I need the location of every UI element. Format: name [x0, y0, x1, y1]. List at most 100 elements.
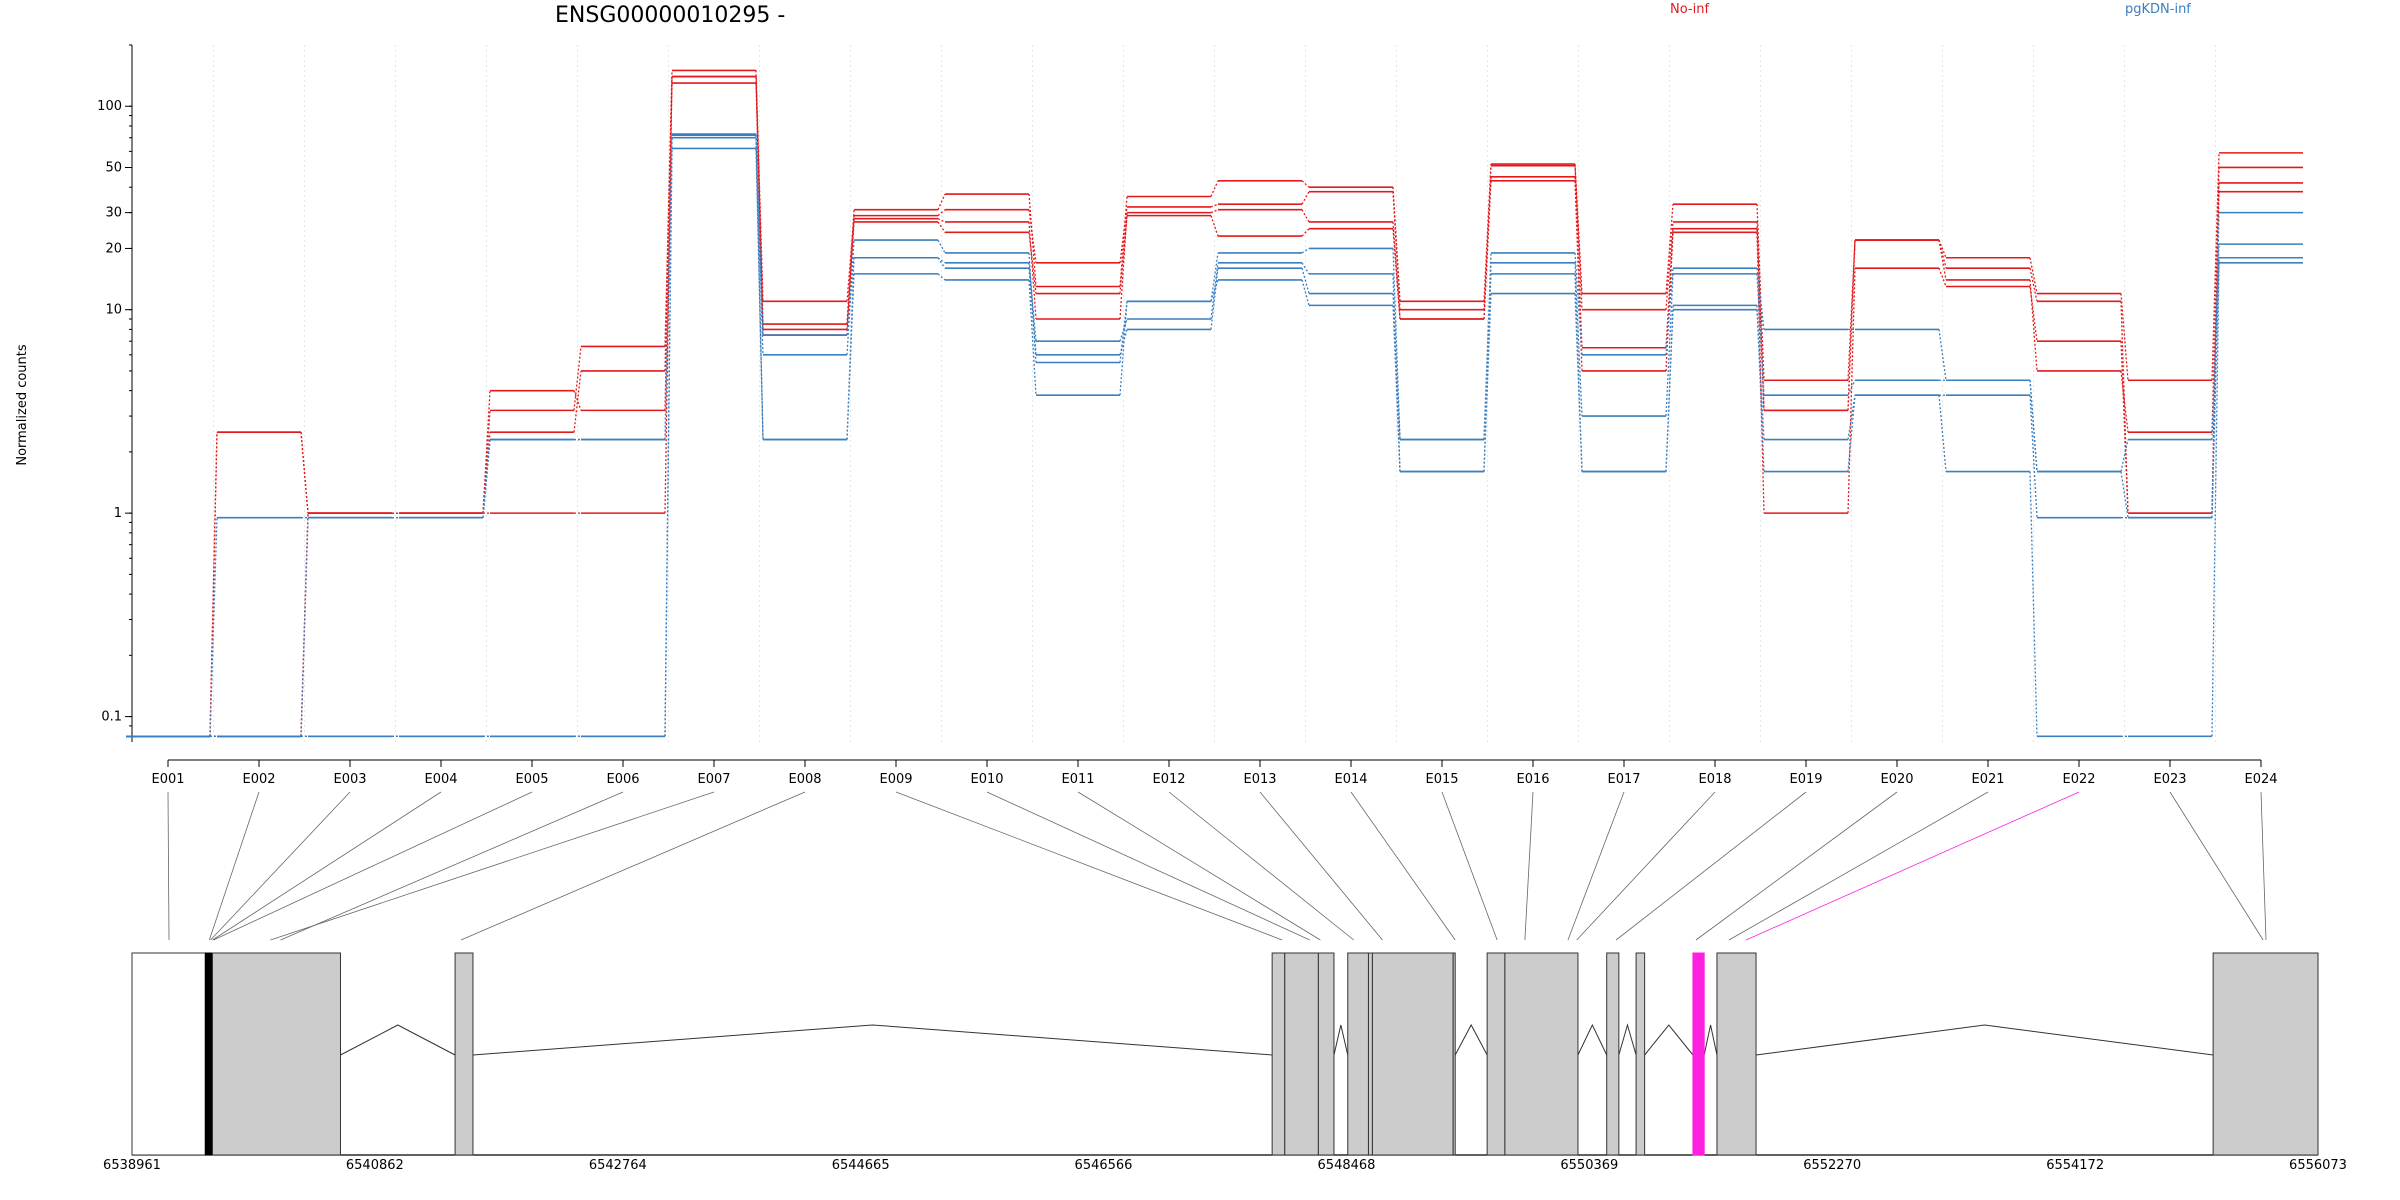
series-connector [1665, 221, 1674, 310]
x-tick-label-e011: E011 [1061, 772, 1094, 787]
genomic-coordinate-label: 6540862 [346, 1158, 404, 1173]
x-tick-label-e005: E005 [515, 772, 548, 787]
x-tick-label-e003: E003 [333, 772, 366, 787]
x-tick-label-e002: E002 [242, 772, 275, 787]
exon-connector-e008 [460, 791, 806, 941]
y-tick-label: 100 [97, 99, 122, 114]
series-connector [1210, 209, 1219, 214]
series-connector [1847, 395, 1856, 472]
x-tick-label-e006: E006 [606, 772, 639, 787]
x-tick-label-e013: E013 [1243, 772, 1276, 787]
y-tick-label: 30 [105, 206, 122, 221]
series-connector [755, 148, 764, 440]
series-connector [1028, 262, 1037, 342]
y-axis-label: Normalized counts [15, 344, 30, 466]
series-connector [1756, 204, 1765, 381]
x-tick-label-e007: E007 [697, 772, 730, 787]
series-connector [1756, 273, 1765, 396]
y-tick-label: 50 [105, 160, 122, 175]
exon-connector-lines [167, 791, 2267, 941]
exon-connector-e017 [1567, 791, 1625, 941]
series-connector [1756, 232, 1765, 514]
exon-connector-e009 [895, 791, 1283, 941]
series-connector [209, 517, 218, 737]
x-tick-label-e023: E023 [2153, 772, 2186, 787]
exon-connector-e016 [1524, 791, 1534, 941]
x-tick-label-e009: E009 [879, 772, 912, 787]
x-tick-label-e017: E017 [1607, 772, 1640, 787]
x-tick-label-e020: E020 [1880, 772, 1913, 787]
series-connector [482, 390, 491, 514]
exon-connector-e019 [1615, 791, 1807, 941]
series-connector [2029, 279, 2038, 371]
series-connector [1210, 252, 1219, 302]
exon-connector-e013 [1259, 791, 1383, 941]
exon-connector-e023 [2169, 791, 2264, 941]
x-tick-label-e016: E016 [1516, 772, 1549, 787]
series-connector [755, 83, 764, 330]
series-connector [573, 390, 582, 411]
series-connector [937, 209, 946, 217]
series-connector [846, 221, 855, 336]
exon-box-e011 [1367, 952, 1373, 1156]
exon-connector-e012 [1168, 791, 1355, 941]
series-connector [846, 218, 855, 330]
series-connector [1665, 232, 1674, 371]
series-connector [1938, 239, 1947, 281]
series-pgkdn-inf-8 [126, 147, 2303, 738]
exon-connector-e022 [1745, 791, 2080, 941]
genomic-coordinate-label: 6546566 [1075, 1158, 1133, 1173]
genomic-coordinate-label: 6548468 [1318, 1158, 1376, 1173]
series-connector [846, 209, 855, 325]
exon-connector-e006 [280, 791, 624, 941]
series-connector [1301, 267, 1310, 294]
series-connector [664, 148, 673, 737]
series-connector [2029, 395, 2038, 518]
series-connector [1847, 379, 1856, 396]
x-tick-label-e024: E024 [2244, 772, 2277, 787]
series-connector [2029, 471, 2038, 737]
series-connector [755, 76, 764, 336]
exon-connector-e003 [210, 791, 351, 941]
genomic-coordinate-label: 6554172 [2046, 1158, 2104, 1173]
legend-label-pgkdn-inf: pgKDN-inf [2125, 2, 2191, 17]
x-tick-label-e019: E019 [1789, 772, 1822, 787]
series-connector [937, 239, 946, 254]
series-connector [2211, 257, 2220, 518]
series-connector [2029, 268, 2038, 302]
exon-connector-e024 [2260, 791, 2267, 941]
series-connector [2120, 439, 2129, 472]
series-connector [2029, 380, 2038, 472]
series-connector [1574, 293, 1583, 472]
series-connector [1210, 203, 1219, 208]
x-tick-label-e010: E010 [970, 772, 1003, 787]
genomic-coordinate-label: 6544665 [832, 1158, 890, 1173]
series-connector [755, 137, 764, 336]
exon-connector-e021 [1728, 791, 1989, 941]
y-tick-label: 1 [114, 506, 122, 521]
y-tick-label: 20 [105, 241, 122, 256]
series-connector [573, 346, 582, 411]
series-layer [126, 69, 2303, 738]
x-axis: E001 E002 E003 E004 E005 E006 E007 E008 E009 E010… [151, 759, 2278, 787]
series-connector [846, 257, 855, 336]
series-connector [664, 83, 673, 411]
intron-line [1454, 1023, 1488, 1056]
exon-connector-e007 [270, 791, 715, 941]
exon-box-e018 [1692, 952, 1705, 1156]
intron-line [1703, 1024, 1718, 1056]
chart-title: ENSG00000010295 - [555, 3, 785, 28]
series-connector [1119, 215, 1128, 294]
exon-box-e006 [454, 952, 474, 1156]
intron-line [1618, 1023, 1637, 1056]
exon-box-e008 [1284, 952, 1319, 1156]
series-connector [1301, 279, 1310, 306]
series-pgkdn-inf-6 [126, 133, 2303, 738]
y-tick-label: 0.1 [101, 710, 122, 725]
series-connector [1938, 267, 1947, 287]
series-connector [937, 193, 946, 210]
legend-label-no-inf: No-inf [1670, 2, 1709, 17]
series-connector [1938, 239, 1947, 258]
x-tick-label-e001: E001 [151, 772, 184, 787]
exon-box-e015 [1504, 952, 1579, 1156]
